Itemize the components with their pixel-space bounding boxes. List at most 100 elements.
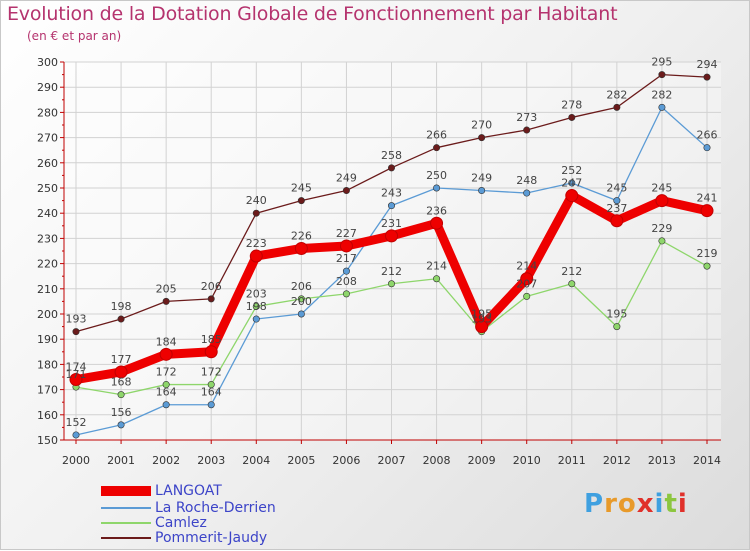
- data-point-camlez: [342, 290, 350, 298]
- chart-title: Evolution de la Dotation Globale de Fonc…: [7, 3, 618, 25]
- data-label-camlez: 203: [246, 287, 267, 300]
- legend-swatch: [101, 537, 151, 539]
- data-point-pommerit-jaudy: [523, 126, 531, 134]
- data-label-camlez: 229: [651, 222, 672, 235]
- data-point-langoat: [430, 216, 444, 230]
- data-point-la-roche-derrien: [387, 202, 395, 210]
- data-point-langoat: [520, 272, 534, 286]
- data-label-la-roche-derrien: 156: [111, 406, 132, 419]
- data-label-pommerit-jaudy: 266: [426, 129, 447, 142]
- y-tick-label: 150: [37, 434, 58, 447]
- data-point-camlez: [568, 280, 576, 288]
- x-tick-label: 2012: [603, 454, 631, 467]
- data-label-pommerit-jaudy: 198: [111, 300, 132, 313]
- x-tick-label: 2005: [287, 454, 315, 467]
- data-label-la-roche-derrien: 250: [426, 169, 447, 182]
- data-point-pommerit-jaudy: [433, 144, 441, 152]
- data-label-la-roche-derrien: 252: [561, 164, 582, 177]
- data-point-la-roche-derrien: [523, 189, 531, 197]
- data-label-pommerit-jaudy: 240: [246, 194, 267, 207]
- data-point-camlez: [297, 295, 305, 303]
- data-label-pommerit-jaudy: 258: [381, 149, 402, 162]
- x-tick-label: 2004: [242, 454, 270, 467]
- y-tick-label: 160: [37, 409, 58, 422]
- data-point-langoat: [385, 229, 398, 243]
- data-point-camlez: [658, 237, 666, 245]
- data-label-pommerit-jaudy: 273: [516, 111, 537, 124]
- data-point-la-roche-derrien: [117, 421, 125, 429]
- data-label-langoat: 231: [381, 217, 402, 230]
- data-point-la-roche-derrien: [162, 401, 170, 409]
- data-point-langoat: [339, 239, 353, 253]
- data-point-langoat: [610, 214, 624, 228]
- x-tick-label: 2014: [693, 454, 721, 467]
- data-point-pommerit-jaudy: [387, 164, 395, 172]
- y-tick-label: 260: [37, 157, 58, 170]
- data-label-la-roche-derrien: 282: [651, 88, 672, 101]
- x-tick-label: 2013: [648, 454, 676, 467]
- legend-label: LANGOAT: [155, 483, 222, 499]
- y-tick-label: 270: [37, 132, 58, 145]
- x-tick-label: 2003: [197, 454, 225, 467]
- data-label-pommerit-jaudy: 205: [156, 282, 177, 295]
- series: [69, 71, 714, 439]
- data-point-pommerit-jaudy: [658, 71, 666, 79]
- data-label-langoat: 227: [336, 227, 357, 240]
- y-tick-label: 280: [37, 106, 58, 119]
- data-label-camlez: 214: [426, 260, 447, 273]
- data-label-pommerit-jaudy: 206: [201, 280, 222, 293]
- y-tick-label: 190: [37, 333, 58, 346]
- data-label-camlez: 208: [336, 275, 357, 288]
- data-label-camlez: 193: [471, 313, 492, 326]
- data-point-langoat: [114, 365, 128, 379]
- data-point-la-roche-derrien: [207, 401, 215, 409]
- data-point-la-roche-derrien: [297, 310, 305, 318]
- data-label-la-roche-derrien: 152: [66, 416, 87, 429]
- data-point-la-roche-derrien: [613, 197, 621, 205]
- x-tick-label: 2008: [423, 454, 451, 467]
- data-point-pommerit-jaudy: [252, 209, 260, 217]
- gridlines: [64, 61, 721, 441]
- data-point-langoat: [565, 189, 579, 203]
- legend-label: Pommerit-Jaudy: [155, 530, 268, 546]
- x-tick-label: 2011: [558, 454, 586, 467]
- data-label-la-roche-derrien: 200: [291, 295, 312, 308]
- data-label-la-roche-derrien: 198: [246, 300, 267, 313]
- data-point-langoat: [204, 345, 218, 359]
- logo-letter: o: [617, 489, 637, 519]
- data-label-la-roche-derrien: 164: [156, 386, 177, 399]
- data-label-camlez: 212: [561, 265, 582, 278]
- data-label-langoat: 177: [111, 353, 132, 366]
- data-label-langoat: 245: [651, 182, 672, 195]
- data-label-langoat: 247: [561, 177, 582, 190]
- data-point-langoat: [69, 373, 83, 387]
- data-label-langoat: 195: [471, 308, 492, 321]
- y-tick-label: 200: [37, 308, 58, 321]
- y-tick-label: 170: [37, 384, 58, 397]
- data-label-pommerit-jaudy: 193: [66, 313, 87, 326]
- proxiti-logo: Proxiti: [584, 489, 688, 519]
- data-label-langoat: 237: [606, 202, 627, 215]
- logo-letter: x: [636, 489, 655, 519]
- data-point-camlez: [613, 323, 621, 331]
- data-point-camlez: [523, 292, 531, 300]
- y-tick-label: 230: [37, 232, 58, 245]
- data-label-langoat: 174: [66, 361, 87, 374]
- data-label-la-roche-derrien: 164: [201, 386, 222, 399]
- data-point-la-roche-derrien: [568, 179, 576, 187]
- data-label-pommerit-jaudy: 282: [606, 88, 627, 101]
- data-label-langoat: 214: [516, 260, 537, 273]
- data-label-camlez: 207: [516, 277, 537, 290]
- logo-letter: r: [604, 489, 618, 519]
- data-point-langoat: [700, 204, 714, 218]
- legend-swatch: [101, 507, 151, 509]
- data-label-langoat: 241: [697, 192, 718, 205]
- data-label-langoat: 226: [291, 229, 312, 242]
- data-label-pommerit-jaudy: 294: [697, 58, 718, 71]
- data-point-pommerit-jaudy: [613, 103, 621, 111]
- data-label-camlez: 219: [697, 247, 718, 260]
- data-point-camlez: [162, 381, 170, 389]
- data-point-pommerit-jaudy: [297, 197, 305, 205]
- axes: 150 160 170 180 190 200 210 220 230 240 250 260 270 2…: [37, 56, 721, 467]
- data-label-camlez: 172: [201, 366, 222, 379]
